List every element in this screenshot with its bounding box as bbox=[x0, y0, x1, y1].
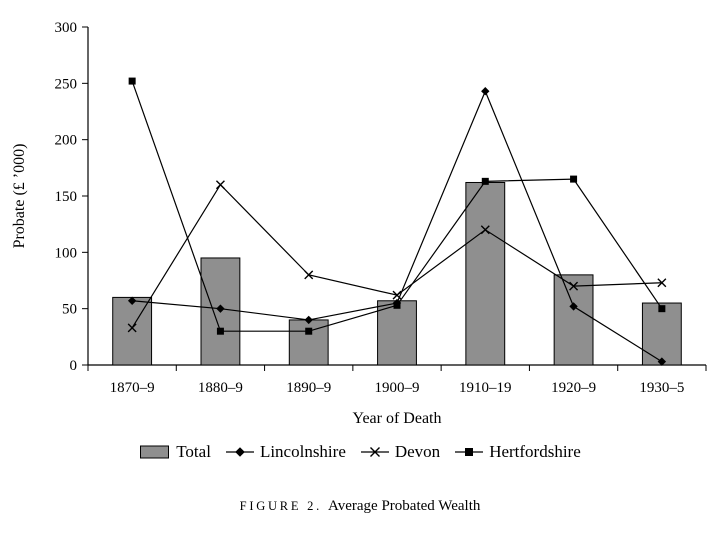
legend-label-devon: Devon bbox=[394, 442, 441, 461]
x-marker-icon bbox=[569, 281, 579, 291]
y-tick-label: 50 bbox=[62, 302, 77, 318]
diamond-marker-icon bbox=[225, 447, 254, 457]
x-marker-icon bbox=[360, 447, 389, 457]
x-tick-label: 1910–19 bbox=[459, 380, 512, 396]
x-tick-label: 1880–9 bbox=[198, 380, 243, 396]
bar-total bbox=[553, 274, 594, 366]
y-tick-label: 200 bbox=[55, 133, 78, 149]
square-marker-icon bbox=[481, 177, 489, 185]
total-bar-swatch-icon bbox=[140, 445, 170, 459]
x-marker-icon bbox=[127, 323, 137, 333]
diamond-marker-icon bbox=[304, 315, 313, 325]
x-marker-icon bbox=[215, 180, 225, 190]
x-marker-icon bbox=[304, 270, 314, 280]
bar-total bbox=[377, 300, 417, 366]
legend-label-total: Total bbox=[176, 442, 211, 461]
bar-total bbox=[465, 181, 506, 366]
diamond-marker-icon bbox=[127, 296, 137, 305]
x-tick-label: 1920–9 bbox=[551, 380, 596, 396]
diamond-marker-icon bbox=[569, 302, 578, 311]
y-tick-label: 250 bbox=[55, 76, 78, 92]
x-tick-label: 1870–9 bbox=[110, 380, 155, 396]
x-marker-icon bbox=[480, 225, 490, 235]
y-tick-label: 150 bbox=[55, 189, 78, 205]
diamond-marker-icon bbox=[657, 357, 667, 366]
y-tick-label: 0 bbox=[70, 358, 78, 374]
x-tick-label: 1890–9 bbox=[286, 380, 331, 396]
chart-legend: Total Lincolnshire Devon Hertfordshire bbox=[139, 442, 581, 462]
square-marker-icon bbox=[570, 175, 578, 183]
legend-label-lincolnshire: Lincolnshire bbox=[259, 442, 346, 461]
square-marker-icon bbox=[455, 448, 484, 456]
square-marker-icon bbox=[216, 327, 224, 335]
probate-chart: 0 50 100 150 200 250 300 1870–9 1880–9 1890–9 1900… bbox=[11, 20, 707, 427]
bar-total bbox=[112, 296, 153, 366]
y-axis-label: Probate (£ ’000) bbox=[11, 144, 28, 249]
figure-caption-title: Average Probated Wealth bbox=[328, 498, 481, 514]
diamond-marker-icon bbox=[216, 304, 225, 313]
bar-total bbox=[641, 302, 682, 366]
square-marker-icon bbox=[305, 327, 313, 335]
x-tick-label: 1930–5 bbox=[639, 380, 684, 396]
x-marker-icon bbox=[392, 290, 402, 300]
square-marker-icon bbox=[128, 77, 136, 85]
y-tick-label: 100 bbox=[55, 245, 78, 261]
square-marker-icon bbox=[658, 305, 666, 313]
legend-item-hertfordshire: Hertfordshire bbox=[454, 442, 581, 462]
x-marker-icon bbox=[657, 278, 667, 288]
y-tick-label: 300 bbox=[55, 20, 78, 36]
legend-item-devon: Devon bbox=[360, 442, 440, 462]
figure-caption: Figure 2. Average Probated Wealth bbox=[240, 498, 481, 515]
legend-item-lincolnshire: Lincolnshire bbox=[225, 442, 346, 462]
legend-label-hertfordshire: Hertfordshire bbox=[489, 442, 581, 461]
legend-item-total: Total bbox=[139, 442, 211, 462]
x-tick-label: 1900–9 bbox=[375, 380, 420, 396]
square-marker-icon bbox=[393, 301, 401, 309]
x-axis-label: Year of Death bbox=[352, 410, 441, 427]
diamond-marker-icon bbox=[481, 87, 490, 96]
figure-caption-label: Figure 2. bbox=[239, 499, 323, 513]
